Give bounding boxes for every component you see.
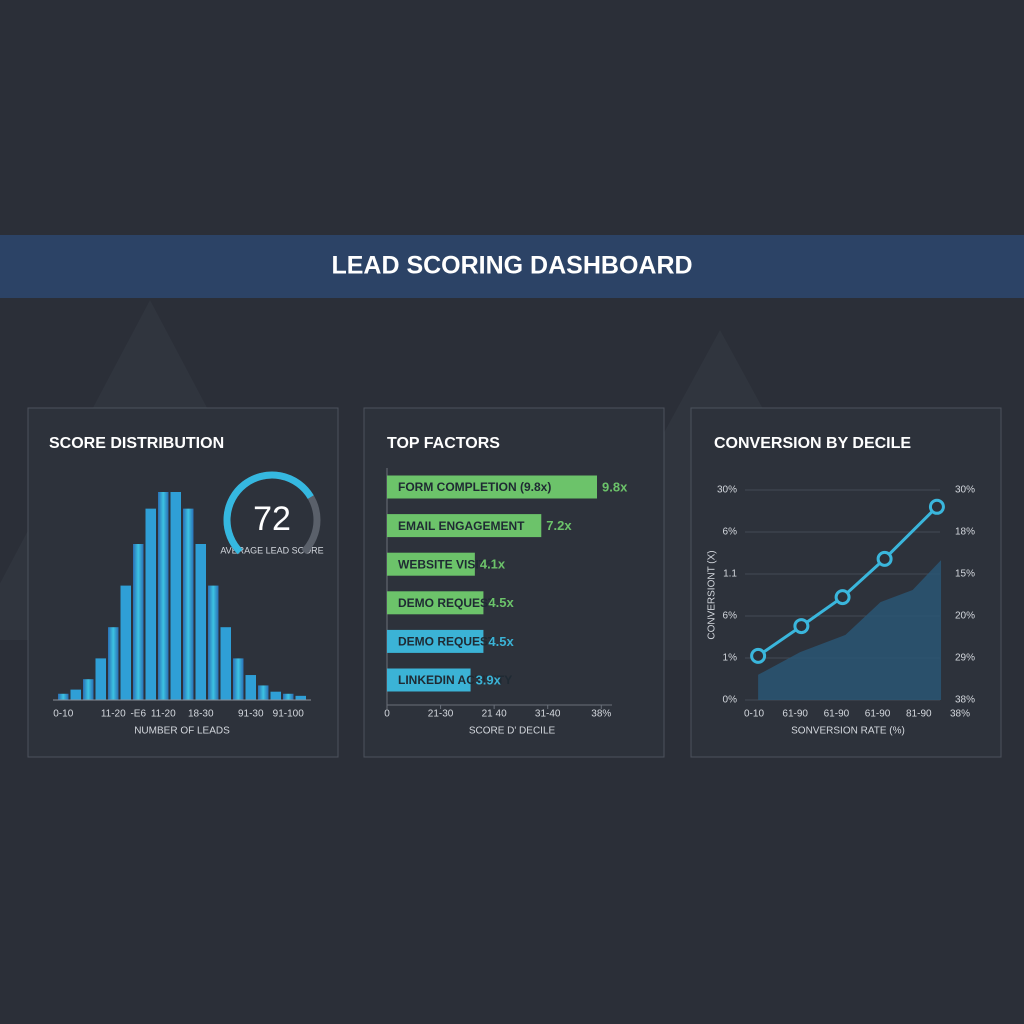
- x-tick-label: -E6: [130, 709, 146, 720]
- bar: [233, 658, 244, 700]
- line-point: [876, 550, 893, 567]
- bar: [108, 627, 119, 700]
- value-label: 4.1x: [480, 557, 506, 572]
- panel: [363, 407, 665, 758]
- x-tick-label: 81-90: [906, 709, 932, 720]
- value-label: 3.9x: [476, 672, 502, 687]
- x-tick-label: 0-10: [53, 709, 73, 720]
- x-tick-label: 91-30: [238, 709, 264, 720]
- value-label: 4.5x: [488, 595, 514, 610]
- bar: [283, 693, 294, 700]
- x-tick-label: 18-30: [188, 709, 214, 720]
- gauge-arc: [223, 471, 314, 555]
- header-band: [0, 235, 1024, 298]
- bar-label: DEMO REQUEST: [398, 635, 496, 649]
- y-tick-label: 0%: [723, 695, 738, 706]
- y2-tick-label: 29%: [955, 653, 975, 664]
- y-tick-label: 1%: [723, 653, 738, 664]
- x-tick-label: 61-90: [824, 709, 850, 720]
- x-axis-label: SONVERSION RATE (%): [791, 726, 905, 737]
- x-tick-label: 31-40: [535, 709, 561, 720]
- bar: [387, 668, 471, 692]
- bar: [387, 514, 542, 538]
- bar: [195, 544, 206, 700]
- header-title: LEAD SCORING DASHBOARD: [331, 252, 692, 280]
- y2-tick-label: 30%: [955, 485, 975, 496]
- bar: [220, 627, 231, 700]
- y-tick-label: 6%: [723, 527, 738, 538]
- bar-label: LINKEDIN ACTIVITY: [398, 673, 512, 687]
- y-tick-label: 6%: [723, 611, 738, 622]
- value-label: 9.8x: [602, 479, 628, 494]
- bar-label: DEMO REQUEST: [398, 596, 496, 610]
- panel-title: CONVERSION BY DECILE: [714, 435, 911, 452]
- x-axis-label: NUMBER OF LEADS: [134, 726, 230, 737]
- panel-title: TOP FACTORS: [387, 435, 500, 452]
- bar: [83, 679, 94, 700]
- bar: [158, 492, 169, 700]
- bar: [387, 591, 484, 615]
- x-tick-label: 38%: [591, 709, 611, 720]
- x-tick-label: 11-20: [151, 709, 176, 720]
- bar: [295, 695, 306, 700]
- panel-title: SCORE DISTRIBUTION: [49, 435, 224, 452]
- x-tick-label: 38%: [950, 709, 970, 720]
- bar-label: FORM COMPLETION (9.8x): [398, 480, 551, 494]
- y2-tick-label: 20%: [955, 611, 975, 622]
- x-tick-label: 0-10: [744, 709, 764, 720]
- x-tick-label: 11-20: [101, 709, 126, 720]
- x-tick-label: 61-90: [782, 709, 808, 720]
- bar: [270, 691, 281, 700]
- gauge-label: AVERAGE LEAD SCORE: [220, 545, 323, 555]
- bar: [245, 675, 256, 700]
- line-point: [928, 498, 945, 515]
- x-tick-label: 21-30: [428, 709, 454, 720]
- bar-label: WEBSITE VISITS: [398, 557, 494, 571]
- bar: [120, 585, 131, 700]
- bar: [387, 552, 475, 576]
- y-tick-label: 1.1: [723, 569, 737, 580]
- bar: [145, 508, 156, 700]
- value-label: 4.5x: [488, 634, 514, 649]
- value-label: 7.2x: [546, 518, 572, 533]
- bar: [183, 508, 194, 700]
- x-axis-label: SCORE D' DECILE: [469, 726, 556, 737]
- x-tick-label: 21 40: [482, 709, 507, 720]
- bar: [58, 693, 69, 700]
- bar: [95, 658, 106, 700]
- bar: [258, 685, 269, 700]
- bar: [387, 475, 597, 499]
- y2-tick-label: 38%: [955, 695, 975, 706]
- y2-tick-label: 15%: [955, 569, 975, 580]
- line-point: [834, 589, 851, 606]
- x-tick-label: 91-100: [273, 709, 305, 720]
- bar: [208, 585, 219, 700]
- x-tick-label: 0: [384, 709, 390, 720]
- y-axis-label: CONVERSIONT (X): [707, 550, 718, 639]
- bar-label: EMAIL ENGAGEMENT: [398, 519, 525, 533]
- line-point: [750, 647, 767, 664]
- x-tick-label: 61-90: [865, 709, 891, 720]
- bar: [70, 689, 81, 700]
- y2-tick-label: 18%: [955, 527, 975, 538]
- line-point: [793, 618, 810, 635]
- bar: [170, 492, 181, 700]
- bar: [387, 629, 484, 653]
- y-tick-label: 30%: [717, 485, 737, 496]
- area: [758, 560, 942, 700]
- gauge-value: 72: [253, 500, 291, 538]
- bar: [133, 544, 144, 700]
